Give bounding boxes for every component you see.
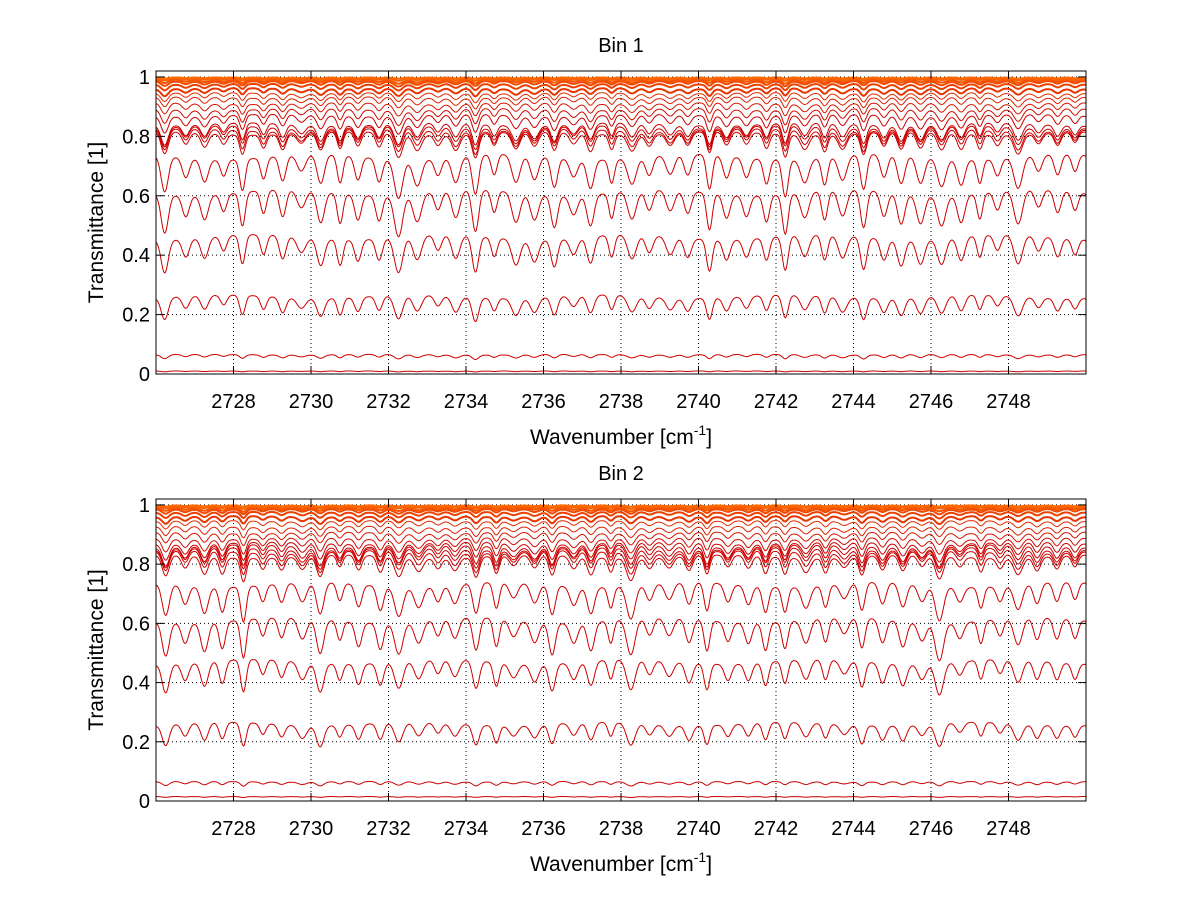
x-tick-label: 2740 [676, 391, 721, 413]
x-tick-label: 2736 [521, 818, 566, 840]
series-line-17 [156, 617, 1086, 662]
series-line-12 [156, 544, 1086, 568]
x-tick-label: 2730 [289, 391, 334, 413]
series-line-14 [156, 550, 1086, 576]
x-tick-label: 2748 [986, 818, 1031, 840]
y-tick-label: 0.6 [122, 186, 150, 208]
x-tick-label: 2746 [909, 391, 954, 413]
series-line-20 [156, 781, 1086, 787]
chart-title: Bin 2 [598, 463, 644, 485]
series-line-6 [156, 87, 1086, 98]
series-line-7 [156, 520, 1086, 531]
x-axis-label-sup: -1 [694, 849, 707, 865]
x-tick-label: 2734 [444, 818, 489, 840]
x-tick-label: 2730 [289, 818, 334, 840]
series-line-13 [156, 125, 1086, 151]
series-line-4 [156, 507, 1086, 516]
x-axis-label-main: Wavenumber [cm [530, 426, 694, 449]
series-line-16 [156, 582, 1086, 623]
y-tick-label: 1 [139, 495, 150, 517]
series-line-6 [156, 515, 1086, 526]
series-line-5 [156, 83, 1086, 92]
series-line-20 [156, 353, 1086, 361]
x-tick-label: 2738 [599, 818, 644, 840]
y-tick-label: 0.2 [122, 732, 150, 754]
chart-panel-2: Bin 2 2728 2730 2732 2734 2736 2738 2740 2742 274… [85, 463, 1087, 876]
x-axis-label: Wavenumber [cm-1] [530, 849, 712, 876]
y-tick-label: 0.8 [122, 126, 150, 148]
x-tick-label: 2734 [444, 391, 489, 413]
series-line-14 [156, 128, 1086, 156]
series-line-11 [156, 541, 1086, 563]
series-line-7 [156, 92, 1086, 104]
series-line-18 [156, 234, 1086, 274]
chart-title: Bin 1 [598, 35, 644, 57]
x-axis-label: Wavenumber [cm-1] [530, 422, 712, 449]
x-tick-label: 2736 [521, 391, 566, 413]
series-line-3 [156, 506, 1086, 513]
series-line-15 [156, 554, 1086, 583]
series-line-19 [156, 294, 1086, 323]
series-line-11 [156, 113, 1086, 135]
y-tick-label: 0.8 [122, 554, 150, 576]
series-line-8 [156, 96, 1086, 110]
series-line-5 [156, 510, 1086, 520]
x-axis-label-main: Wavenumber [cm [530, 853, 694, 876]
y-axis-label: Transmittance [1] [85, 142, 108, 303]
series-line-10 [156, 537, 1086, 555]
x-tick-label: 2728 [211, 391, 256, 413]
y-tick-label: 0 [139, 791, 150, 813]
x-tick-label: 2728 [211, 818, 256, 840]
x-tick-label: 2744 [831, 818, 876, 840]
series-line-19 [156, 721, 1086, 748]
series-line-9 [156, 531, 1086, 547]
y-tick-label: 1 [139, 67, 150, 89]
x-axis-label-end: ] [706, 426, 712, 449]
x-tick-label: 2738 [599, 391, 644, 413]
x-tick-label: 2744 [831, 391, 876, 413]
x-tick-label: 2742 [754, 391, 799, 413]
x-axis-label-end: ] [706, 853, 712, 876]
y-axis-label: Transmittance [1] [85, 569, 108, 730]
series-line-8 [156, 525, 1086, 539]
series-line-16 [156, 154, 1086, 200]
chart-panel-1: Bin 1 2728 2730 2732 2734 2736 2738 2740 2742 274… [85, 35, 1087, 449]
series-line-17 [156, 189, 1086, 238]
y-tick-label: 0.2 [122, 305, 150, 327]
series-line-12 [156, 122, 1086, 146]
y-tick-label: 0 [139, 364, 150, 386]
x-tick-label: 2732 [366, 818, 411, 840]
x-tick-label: 2742 [754, 818, 799, 840]
series-line-4 [156, 80, 1086, 88]
series-line-18 [156, 659, 1086, 696]
series-line-13 [156, 547, 1086, 570]
x-tick-label: 2748 [986, 391, 1031, 413]
x-tick-label: 2746 [909, 818, 954, 840]
y-tick-label: 0.4 [122, 245, 150, 267]
series-line-15 [156, 131, 1086, 159]
series-line-9 [156, 102, 1086, 117]
y-tick-label: 0.6 [122, 613, 150, 635]
series-line-3 [156, 78, 1086, 85]
series-line-10 [156, 108, 1086, 127]
y-tick-label: 0.4 [122, 673, 150, 695]
x-axis-label-sup: -1 [694, 422, 707, 438]
x-tick-label: 2732 [366, 391, 411, 413]
x-tick-label: 2740 [676, 818, 721, 840]
